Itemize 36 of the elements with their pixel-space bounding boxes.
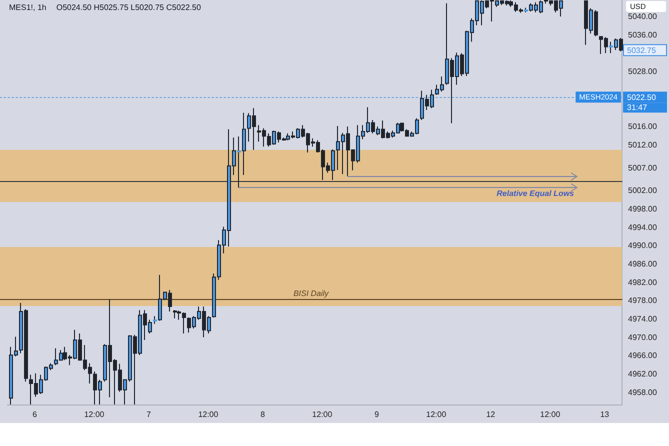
y-tick-label: 4978.00: [628, 296, 658, 306]
y-tick-label: 5007.00: [628, 163, 658, 172]
y-tick-label: 4982.00: [628, 278, 658, 287]
text: 5032.75: [627, 46, 656, 55]
y-tick-label: 5012.00: [628, 140, 658, 150]
y-tick-label: 5016.00: [628, 122, 658, 132]
x-tick-label: 12:00: [426, 410, 447, 420]
text: 5022.50: [627, 92, 656, 102]
text: 31:47: [627, 102, 648, 112]
y-tick-label: 4958.00: [628, 388, 658, 397]
y-tick-label: 5040.00: [628, 12, 658, 22]
x-tick-label: 12: [486, 410, 496, 420]
text: MES1!, 1h: [9, 3, 46, 12]
y-tick-label: 5028.00: [628, 67, 658, 76]
y-tick-label: 5036.00: [628, 30, 658, 40]
x-tick-label: 12:00: [198, 410, 219, 420]
x-tick-label: 9: [374, 410, 380, 420]
y-tick-label: 4986.00: [628, 260, 658, 269]
x-tick-label: 12:00: [312, 410, 333, 420]
y-tick-label: 4970.00: [628, 332, 658, 342]
y-tick-label: 5002.00: [628, 186, 658, 196]
annotation: Relative Equal Lows: [496, 189, 575, 198]
y-tick-label: 4962.00: [628, 370, 658, 379]
x-tick-label: 7: [146, 410, 152, 420]
x-tick-label: 8: [260, 410, 266, 420]
x-tick-label: 12:00: [540, 410, 561, 420]
y-tick-label: 4974.00: [628, 314, 658, 324]
x-tick-label: 12:00: [84, 410, 105, 420]
y-tick-label: 4994.00: [628, 222, 658, 232]
x-tick-label: 6: [32, 410, 38, 420]
x-tick-label: 13: [600, 410, 610, 420]
y-tick-label: 4990.00: [628, 241, 658, 250]
ref-line-label: BISI Daily: [293, 289, 330, 298]
text: O5024.50 H5025.75 L5020.75 C5022.50: [56, 3, 202, 12]
y-tick-label: 4998.00: [628, 204, 658, 214]
y-tick-label: 4966.00: [628, 351, 658, 360]
